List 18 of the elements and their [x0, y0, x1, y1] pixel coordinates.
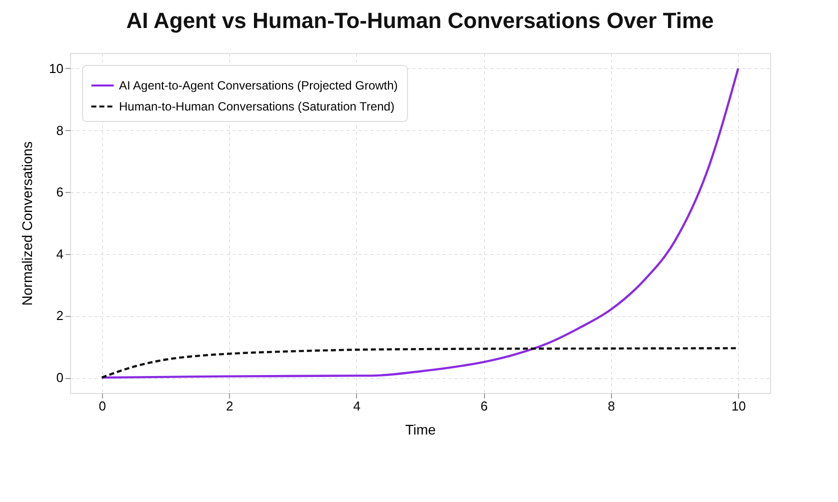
- y-tick-label: 8: [56, 122, 64, 138]
- y-tick-label: 10: [49, 60, 64, 76]
- y-tick-label: 6: [56, 184, 64, 200]
- line-series: [100, 67, 740, 379]
- x-tick-label: 2: [226, 398, 234, 414]
- x-axis-title: Time: [405, 422, 436, 438]
- y-tick-label: 0: [56, 370, 64, 386]
- y-axis-title: Normalized Conversations: [19, 141, 36, 306]
- x-tick-label: 10: [731, 398, 746, 414]
- y-tick-label: 2: [56, 308, 64, 324]
- legend-label: Human-to-Human Conversations (Saturation Trend): [119, 100, 394, 114]
- x-tick-label: 8: [608, 398, 616, 414]
- y-tick-label: 4: [56, 246, 64, 262]
- x-tick-label: 6: [480, 398, 488, 414]
- x-tick-label: 4: [353, 398, 360, 414]
- chart-title: AI Agent vs Human-To-Human Conversations Over Time: [126, 8, 714, 33]
- x-tick-label: 0: [98, 398, 106, 414]
- legend-label: AI Agent-to-Agent Conversations (Projected Growth): [119, 78, 398, 92]
